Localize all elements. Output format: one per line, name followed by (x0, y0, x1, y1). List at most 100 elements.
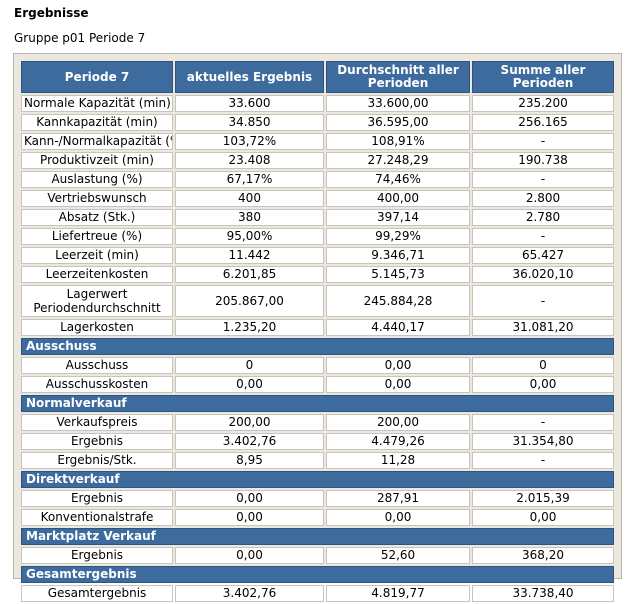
average-cell: 4.440,17 (326, 319, 470, 336)
table-row: Produktivzeit (min) 23.408 27.248,29 190.73… (21, 152, 614, 169)
average-cell: 33.600,00 (326, 95, 470, 112)
sum-cell: 31.354,80 (472, 433, 614, 450)
sum-cell: 2.800 (472, 190, 614, 207)
section-heading: Direktverkauf (21, 471, 614, 488)
row-label: Gesamtergebnis (21, 585, 173, 602)
average-cell: 9.346,71 (326, 247, 470, 264)
row-label: Verkaufspreis (21, 414, 173, 431)
average-cell: 27.248,29 (326, 152, 470, 169)
section-header-row: Ausschuss (21, 338, 614, 355)
table-row: Leerzeit (min) 11.442 9.346,71 65.427 (21, 247, 614, 264)
current-result-cell: 95,00% (175, 228, 324, 245)
sum-cell: - (472, 452, 614, 469)
section-heading: Marktplatz Verkauf (21, 528, 614, 545)
table-row: Normale Kapazität (min) 33.600 33.600,00 23… (21, 95, 614, 112)
page-title: Ergebnisse (14, 6, 89, 20)
average-cell: 200,00 (326, 414, 470, 431)
sum-cell: 2.015,39 (472, 490, 614, 507)
average-cell: 4.819,77 (326, 585, 470, 602)
average-cell: 36.595,00 (326, 114, 470, 131)
row-label: Ergebnis (21, 490, 173, 507)
row-label: Auslastung (%) (21, 171, 173, 188)
sum-cell: 36.020,10 (472, 266, 614, 283)
current-result-cell: 6.201,85 (175, 266, 324, 283)
average-cell: 5.145,73 (326, 266, 470, 283)
row-label: Ergebnis (21, 433, 173, 450)
row-label: Ausschusskosten (21, 376, 173, 393)
row-label: Normale Kapazität (min) (21, 95, 173, 112)
table-row: Gesamtergebnis 3.402,76 4.819,77 33.738,40 (21, 585, 614, 602)
sum-cell: 0 (472, 357, 614, 374)
average-cell: 52,60 (326, 547, 470, 564)
current-result-cell: 33.600 (175, 95, 324, 112)
row-label: Konventionalstrafe (21, 509, 173, 526)
table-row: Ergebnis 0,00 52,60 368,20 (21, 547, 614, 564)
current-result-cell: 200,00 (175, 414, 324, 431)
average-cell: 400,00 (326, 190, 470, 207)
table-row: Leerzeitenkosten 6.201,85 5.145,73 36.020,1… (21, 266, 614, 283)
sum-cell: 235.200 (472, 95, 614, 112)
average-cell: 74,46% (326, 171, 470, 188)
sum-cell: 2.780 (472, 209, 614, 226)
current-result-cell: 380 (175, 209, 324, 226)
page-subtitle: Gruppe p01 Periode 7 (14, 31, 146, 45)
sum-cell: 31.081,20 (472, 319, 614, 336)
sum-cell: 0,00 (472, 376, 614, 393)
section-header-row: Direktverkauf (21, 471, 614, 488)
row-label: Absatz (Stk.) (21, 209, 173, 226)
average-cell: 108,91% (326, 133, 470, 150)
row-label: Liefertreue (%) (21, 228, 173, 245)
header-period: Periode 7 (21, 61, 173, 93)
current-result-cell: 23.408 (175, 152, 324, 169)
table-row: Verkaufspreis 200,00 200,00- (21, 414, 614, 431)
current-result-cell: 0,00 (175, 547, 324, 564)
sum-cell: - (472, 285, 614, 317)
sum-cell: 190.738 (472, 152, 614, 169)
table-header-row: Periode 7 aktuelles Ergebnis Durchschnit… (21, 61, 614, 93)
sum-cell: - (472, 171, 614, 188)
row-label: Kann-/Normalkapazität (%) (21, 133, 173, 150)
average-cell: 11,28 (326, 452, 470, 469)
section-header-row: Marktplatz Verkauf (21, 528, 614, 545)
sum-cell: 0,00 (472, 509, 614, 526)
average-cell: 0,00 (326, 509, 470, 526)
table-body: Normale Kapazität (min) 33.600 33.600,00 23… (21, 95, 614, 602)
sum-cell: 65.427 (472, 247, 614, 264)
row-label: Leerzeit (min) (21, 247, 173, 264)
header-average-all-periods: Durchschnitt aller Perioden (326, 61, 470, 93)
row-label: Produktivzeit (min) (21, 152, 173, 169)
section-header-row: Gesamtergebnis (21, 566, 614, 583)
table-row: Ergebnis 0,00 287,91 2.015,39 (21, 490, 614, 507)
row-label: Kannkapazität (min) (21, 114, 173, 131)
row-label: Lagerwert Periodendurchschnitt (21, 285, 173, 317)
current-result-cell: 0 (175, 357, 324, 374)
table-row: Ausschuss 0 0,00 0 (21, 357, 614, 374)
section-heading: Normalverkauf (21, 395, 614, 412)
table-row: Kannkapazität (min) 34.850 36.595,00 256.16… (21, 114, 614, 131)
table-row: Ergebnis 3.402,76 4.479,26 31.354,80 (21, 433, 614, 450)
table-row: Lagerwert Periodendurchschnitt 205.867,00… (21, 285, 614, 317)
table-row: Ergebnis/Stk. 8,95 11,28- (21, 452, 614, 469)
current-result-cell: 34.850 (175, 114, 324, 131)
average-cell: 287,91 (326, 490, 470, 507)
row-label: Ergebnis/Stk. (21, 452, 173, 469)
section-heading: Ausschuss (21, 338, 614, 355)
row-label: Lagerkosten (21, 319, 173, 336)
results-table: Periode 7 aktuelles Ergebnis Durchschnit… (19, 59, 616, 604)
table-row: Lagerkosten 1.235,20 4.440,17 31.081,20 (21, 319, 614, 336)
current-result-cell: 67,17% (175, 171, 324, 188)
current-result-cell: 0,00 (175, 509, 324, 526)
table-row: Absatz (Stk.) 380 397,14 2.780 (21, 209, 614, 226)
current-result-cell: 3.402,76 (175, 433, 324, 450)
table-row: Ausschusskosten 0,00 0,00 0,00 (21, 376, 614, 393)
current-result-cell: 1.235,20 (175, 319, 324, 336)
current-result-cell: 8,95 (175, 452, 324, 469)
current-result-cell: 3.402,76 (175, 585, 324, 602)
header-current-result: aktuelles Ergebnis (175, 61, 324, 93)
sum-cell: 33.738,40 (472, 585, 614, 602)
table-row: Vertriebswunsch 400 400,00 2.800 (21, 190, 614, 207)
table-row: Konventionalstrafe 0,00 0,00 0,00 (21, 509, 614, 526)
average-cell: 0,00 (326, 357, 470, 374)
current-result-cell: 205.867,00 (175, 285, 324, 317)
current-result-cell: 0,00 (175, 490, 324, 507)
